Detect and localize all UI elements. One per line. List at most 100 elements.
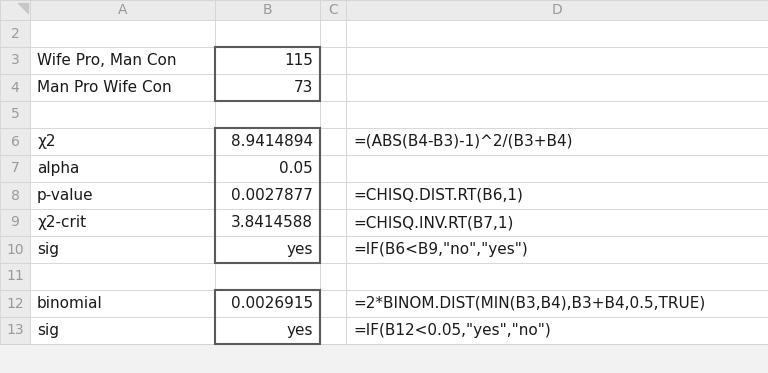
Bar: [320, 0, 346, 20]
Bar: [30, 236, 215, 263]
Bar: [320, 74, 346, 101]
Bar: [215, 290, 320, 344]
Bar: [0, 0, 768, 20]
Text: 2: 2: [11, 26, 19, 41]
Bar: [215, 74, 320, 101]
Bar: [346, 209, 768, 236]
Bar: [30, 0, 215, 20]
Text: χ2: χ2: [37, 134, 55, 149]
Text: 0.0026915: 0.0026915: [231, 296, 313, 311]
Bar: [346, 236, 768, 263]
Bar: [30, 182, 215, 209]
Bar: [30, 47, 215, 74]
Bar: [0, 209, 30, 236]
Text: 8.9414894: 8.9414894: [231, 134, 313, 149]
Bar: [320, 20, 346, 47]
Text: binomial: binomial: [37, 296, 103, 311]
Bar: [320, 155, 346, 182]
Bar: [320, 290, 346, 317]
Text: 4: 4: [11, 81, 19, 94]
Text: A: A: [118, 3, 127, 17]
Bar: [320, 209, 346, 236]
Text: C: C: [328, 3, 338, 17]
Bar: [215, 317, 320, 344]
Bar: [320, 263, 346, 290]
Bar: [0, 236, 30, 263]
Bar: [346, 317, 768, 344]
Bar: [346, 20, 768, 47]
Bar: [0, 101, 30, 128]
Bar: [0, 290, 30, 317]
Bar: [346, 0, 768, 20]
Bar: [0, 155, 30, 182]
Bar: [30, 290, 215, 317]
Bar: [0, 263, 30, 290]
Text: 11: 11: [6, 270, 24, 283]
Text: 12: 12: [6, 297, 24, 310]
Bar: [346, 263, 768, 290]
Bar: [215, 0, 320, 20]
Bar: [215, 155, 320, 182]
Bar: [215, 236, 320, 263]
Bar: [0, 47, 30, 74]
Bar: [0, 74, 30, 101]
Text: =IF(B6<B9,"no","yes"): =IF(B6<B9,"no","yes"): [353, 242, 528, 257]
Text: =2*BINOM.DIST(MIN(B3,B4),B3+B4,0.5,TRUE): =2*BINOM.DIST(MIN(B3,B4),B3+B4,0.5,TRUE): [353, 296, 705, 311]
Bar: [346, 128, 768, 155]
Bar: [0, 128, 30, 155]
Bar: [30, 128, 215, 155]
Text: p-value: p-value: [37, 188, 94, 203]
Bar: [30, 263, 215, 290]
Text: B: B: [263, 3, 273, 17]
Text: χ2-crit: χ2-crit: [37, 215, 86, 230]
Text: yes: yes: [286, 323, 313, 338]
Text: =IF(B12<0.05,"yes","no"): =IF(B12<0.05,"yes","no"): [353, 323, 551, 338]
Text: 3.8414588: 3.8414588: [231, 215, 313, 230]
Bar: [215, 209, 320, 236]
Text: 0.05: 0.05: [280, 161, 313, 176]
Bar: [346, 74, 768, 101]
Bar: [30, 74, 215, 101]
Bar: [215, 290, 320, 317]
Text: Man Pro Wife Con: Man Pro Wife Con: [37, 80, 171, 95]
Bar: [30, 155, 215, 182]
Bar: [0, 20, 30, 47]
Bar: [30, 209, 215, 236]
Bar: [346, 182, 768, 209]
Bar: [320, 101, 346, 128]
Text: 6: 6: [11, 135, 19, 148]
Text: D: D: [551, 3, 562, 17]
Text: 3: 3: [11, 53, 19, 68]
Polygon shape: [18, 3, 28, 13]
Bar: [320, 182, 346, 209]
Bar: [215, 128, 320, 155]
Bar: [0, 182, 30, 209]
Text: 13: 13: [6, 323, 24, 338]
Text: 115: 115: [284, 53, 313, 68]
Text: sig: sig: [37, 323, 59, 338]
Bar: [346, 155, 768, 182]
Text: 0.0027877: 0.0027877: [231, 188, 313, 203]
Text: sig: sig: [37, 242, 59, 257]
Text: 8: 8: [11, 188, 19, 203]
Bar: [320, 236, 346, 263]
Bar: [346, 290, 768, 317]
Bar: [215, 47, 320, 74]
Bar: [320, 47, 346, 74]
Text: yes: yes: [286, 242, 313, 257]
Bar: [30, 101, 215, 128]
Text: =(ABS(B4-B3)-1)^2/(B3+B4): =(ABS(B4-B3)-1)^2/(B3+B4): [353, 134, 572, 149]
Text: =CHISQ.DIST.RT(B6,1): =CHISQ.DIST.RT(B6,1): [353, 188, 523, 203]
Bar: [215, 128, 320, 263]
Bar: [215, 47, 320, 101]
Text: 10: 10: [6, 242, 24, 257]
Bar: [320, 128, 346, 155]
Bar: [215, 101, 320, 128]
Text: 7: 7: [11, 162, 19, 176]
Text: alpha: alpha: [37, 161, 79, 176]
Bar: [0, 317, 30, 344]
Text: =CHISQ.INV.RT(B7,1): =CHISQ.INV.RT(B7,1): [353, 215, 513, 230]
Text: 73: 73: [293, 80, 313, 95]
Bar: [215, 20, 320, 47]
Bar: [320, 317, 346, 344]
